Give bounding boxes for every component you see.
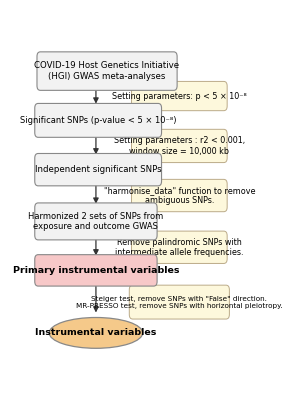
Text: COVID-19 Host Genetics Initiative
(HGI) GWAS meta-analyses: COVID-19 Host Genetics Initiative (HGI) …: [34, 61, 180, 81]
FancyBboxPatch shape: [131, 82, 227, 111]
FancyBboxPatch shape: [129, 285, 229, 319]
Text: Significant SNPs (p-value < 5 × 10⁻⁸): Significant SNPs (p-value < 5 × 10⁻⁸): [20, 116, 177, 125]
Ellipse shape: [49, 318, 143, 348]
FancyBboxPatch shape: [35, 104, 162, 137]
FancyBboxPatch shape: [131, 129, 227, 162]
FancyBboxPatch shape: [35, 154, 162, 186]
Text: Independent significant SNPs: Independent significant SNPs: [35, 165, 162, 174]
Text: Setting parameters: p < 5 × 10⁻⁸: Setting parameters: p < 5 × 10⁻⁸: [112, 92, 247, 100]
Text: Setting parameters : r2 < 0.001,
window size = 10,000 kb: Setting parameters : r2 < 0.001, window …: [114, 136, 245, 156]
Text: Harmonized 2 sets of SNPs from
exposure and outcome GWAS: Harmonized 2 sets of SNPs from exposure …: [28, 212, 164, 231]
Text: Primary instrumental variables: Primary instrumental variables: [13, 266, 179, 275]
Text: Remove palindromic SNPs with
intermediate allele frequencies.: Remove palindromic SNPs with intermediat…: [115, 238, 244, 257]
Text: Steiger test, remove SNPs with "False" direction.
MR-PRESSO test, remove SNPs wi: Steiger test, remove SNPs with "False" d…: [76, 296, 283, 309]
Text: "harmonise_data" function to remove
ambiguous SNPs.: "harmonise_data" function to remove ambi…: [104, 186, 255, 205]
FancyBboxPatch shape: [37, 52, 177, 90]
FancyBboxPatch shape: [35, 203, 157, 240]
FancyBboxPatch shape: [131, 179, 227, 212]
Text: Instrumental variables: Instrumental variables: [35, 328, 157, 338]
FancyBboxPatch shape: [131, 231, 227, 264]
FancyBboxPatch shape: [35, 255, 157, 286]
